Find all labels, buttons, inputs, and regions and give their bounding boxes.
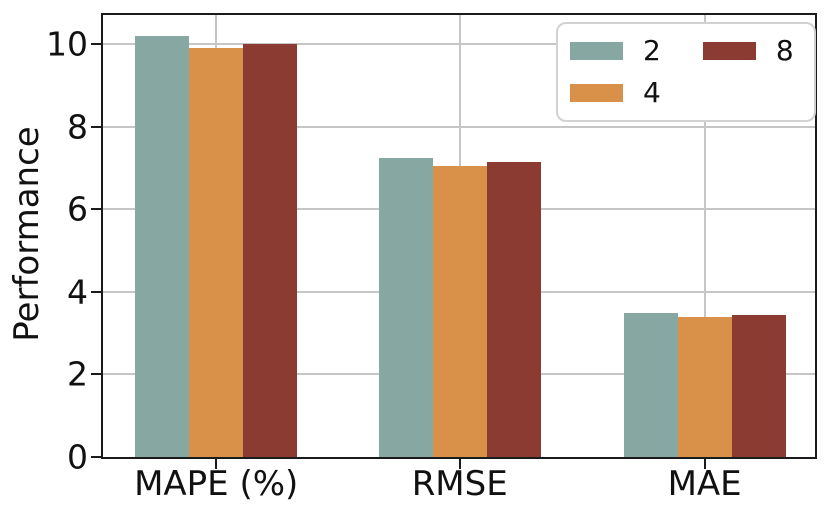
x-tick-label: RMSE: [411, 464, 508, 504]
y-tick-mark: [91, 125, 101, 128]
legend-swatch-icon: [702, 42, 756, 60]
bar-mae-series-2: [623, 313, 678, 457]
bar-rmse-series-4: [432, 165, 487, 457]
x-tick-mark: [215, 459, 218, 469]
x-tick-label: MAE: [667, 464, 742, 504]
y-tick-label: 4: [67, 272, 88, 312]
bar-mae-series-4: [677, 317, 732, 457]
y-tick-label: 2: [67, 354, 88, 394]
bar-mape-series-4: [189, 48, 244, 457]
y-tick-mark: [91, 208, 101, 211]
bar-rmse-series-8: [486, 161, 541, 457]
x-tick-mark: [458, 459, 461, 469]
bar-rmse-series-2: [378, 157, 433, 457]
legend-entry-4: 4: [570, 79, 661, 107]
y-tick-mark: [91, 42, 101, 45]
x-tick-mark: [703, 459, 706, 469]
legend-label: 4: [643, 76, 661, 109]
y-tick-label: 6: [67, 189, 88, 229]
legend-entry-8: 8: [702, 34, 794, 67]
vertical-gridline: [703, 15, 706, 457]
y-tick-mark: [91, 290, 101, 293]
legend-entry-2: 2: [570, 37, 661, 65]
y-axis-label: Performance: [7, 126, 47, 342]
y-tick-mark: [91, 456, 101, 458]
y-tick-label: 8: [67, 107, 88, 147]
y-tick-label: 0: [67, 437, 88, 477]
legend-swatch-icon: [570, 42, 623, 60]
legend-label: 8: [775, 34, 794, 67]
legend: 2 4 8: [556, 22, 816, 122]
y-tick-label: 10: [46, 24, 88, 64]
legend-swatch-icon: [570, 84, 623, 102]
legend-label: 2: [643, 34, 661, 67]
bar-mape-series-8: [243, 43, 298, 457]
y-tick-mark: [91, 373, 101, 376]
bar-mape-series-2: [135, 35, 190, 457]
x-tick-label: MAPE (%): [134, 464, 299, 504]
bar-mae-series-8: [731, 315, 786, 457]
